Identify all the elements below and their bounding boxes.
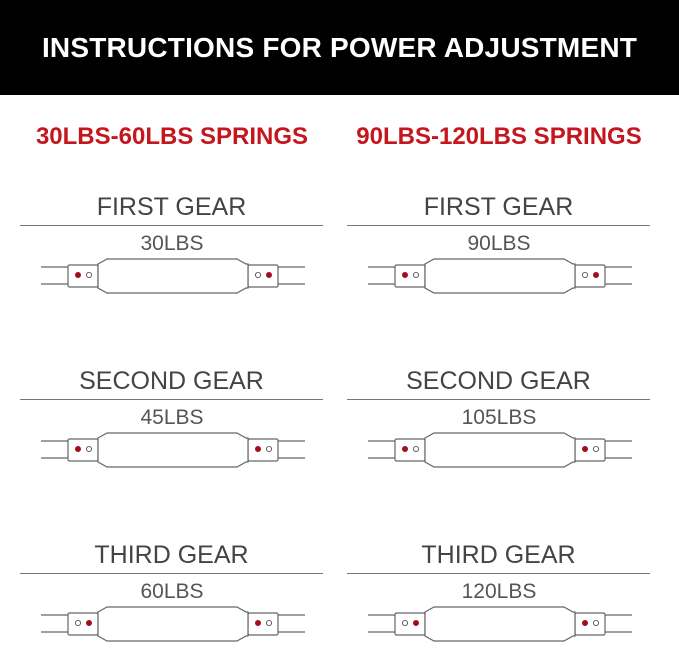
red-dot: [75, 445, 82, 452]
hole-dot: [254, 271, 261, 278]
hole-dot: [86, 445, 93, 452]
spring-diagram-icon: [41, 432, 305, 468]
hole-dot: [413, 445, 420, 452]
gear-weight: 30LBS: [140, 232, 204, 255]
gear-name: SECOND GEAR: [347, 366, 650, 400]
hole-dot: [413, 271, 420, 278]
gear-weight: 90LBS: [467, 232, 531, 255]
red-dot: [402, 271, 409, 278]
hole-dot: [75, 619, 82, 626]
spring-diagram-icon: [41, 606, 305, 642]
red-dot: [413, 619, 420, 626]
hole-dot: [265, 619, 272, 626]
spring-diagram-icon: [368, 258, 632, 294]
hole-dot: [581, 271, 588, 278]
hole-dot: [592, 619, 599, 626]
red-dot: [402, 445, 409, 452]
gear-name: FIRST GEAR: [347, 192, 650, 226]
gear-weight: 45LBS: [140, 406, 204, 429]
spring-diagram-icon: [368, 432, 632, 468]
gear-weight: 60LBS: [140, 580, 204, 603]
hole-dot: [402, 619, 409, 626]
gear-name: THIRD GEAR: [347, 540, 650, 574]
header-banner: INSTRUCTIONS FOR POWER ADJUSTMENT: [0, 0, 679, 95]
red-dot: [581, 619, 588, 626]
spring-diagram-icon: [368, 606, 632, 642]
red-dot: [254, 445, 261, 452]
gear-name: FIRST GEAR: [20, 192, 323, 226]
gear-name: THIRD GEAR: [20, 540, 323, 574]
column-title: 30LBS-60LBS SPRINGS: [35, 123, 309, 150]
gear-name: SECOND GEAR: [20, 366, 323, 400]
hole-dot: [592, 445, 599, 452]
gear-weight: 120LBS: [461, 580, 537, 603]
red-dot: [254, 619, 261, 626]
spring-diagram-icon: [41, 258, 305, 294]
red-dot: [265, 271, 272, 278]
hole-dot: [265, 445, 272, 452]
red-dot: [75, 271, 82, 278]
red-dot: [592, 271, 599, 278]
red-dot: [581, 445, 588, 452]
gear-weight: 105LBS: [461, 406, 537, 429]
page-title: INSTRUCTIONS FOR POWER ADJUSTMENT: [41, 31, 638, 63]
column-title: 90LBS-120LBS SPRINGS: [356, 123, 642, 150]
red-dot: [86, 619, 93, 626]
hole-dot: [86, 271, 93, 278]
